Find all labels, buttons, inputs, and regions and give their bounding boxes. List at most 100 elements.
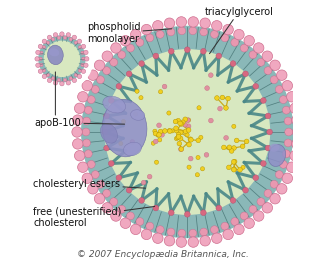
Circle shape — [277, 183, 287, 194]
Circle shape — [139, 96, 143, 100]
Circle shape — [267, 129, 272, 135]
Circle shape — [221, 222, 229, 230]
Circle shape — [287, 162, 297, 172]
Circle shape — [253, 175, 259, 181]
Circle shape — [57, 36, 60, 39]
Circle shape — [260, 161, 266, 166]
Circle shape — [212, 21, 222, 31]
Circle shape — [222, 145, 226, 150]
Circle shape — [216, 53, 222, 59]
Circle shape — [282, 173, 293, 183]
Circle shape — [280, 96, 287, 103]
Circle shape — [156, 133, 160, 137]
Circle shape — [220, 95, 225, 100]
Circle shape — [154, 160, 159, 164]
Circle shape — [74, 41, 78, 44]
Circle shape — [240, 144, 245, 149]
Circle shape — [78, 46, 82, 49]
Circle shape — [234, 138, 239, 143]
Circle shape — [231, 167, 236, 172]
Circle shape — [156, 226, 164, 234]
Circle shape — [238, 167, 242, 172]
Circle shape — [72, 78, 77, 83]
Circle shape — [186, 128, 191, 132]
Circle shape — [224, 106, 228, 110]
Circle shape — [201, 210, 206, 216]
Circle shape — [216, 205, 222, 211]
Circle shape — [74, 103, 85, 114]
Circle shape — [157, 123, 162, 128]
Circle shape — [47, 35, 52, 40]
Circle shape — [185, 211, 190, 217]
Circle shape — [69, 77, 72, 80]
Circle shape — [156, 30, 164, 38]
Circle shape — [118, 205, 126, 213]
Circle shape — [201, 167, 205, 171]
Circle shape — [186, 124, 191, 129]
Circle shape — [224, 135, 228, 140]
Ellipse shape — [131, 110, 145, 120]
Circle shape — [234, 29, 244, 40]
Circle shape — [167, 228, 175, 236]
Circle shape — [130, 140, 135, 144]
Circle shape — [72, 127, 82, 137]
Circle shape — [162, 129, 167, 133]
Circle shape — [241, 165, 245, 169]
Circle shape — [53, 33, 58, 37]
Circle shape — [118, 51, 126, 59]
Circle shape — [134, 112, 138, 116]
Circle shape — [91, 86, 99, 93]
Circle shape — [102, 129, 108, 135]
Ellipse shape — [124, 142, 141, 156]
Circle shape — [176, 237, 187, 247]
Circle shape — [97, 76, 104, 84]
Circle shape — [146, 222, 154, 230]
Circle shape — [200, 228, 208, 236]
Circle shape — [72, 35, 77, 40]
Circle shape — [31, 28, 93, 90]
Circle shape — [111, 211, 121, 221]
Circle shape — [57, 78, 60, 82]
Circle shape — [119, 142, 123, 146]
Circle shape — [126, 187, 132, 193]
Circle shape — [188, 156, 193, 161]
Circle shape — [162, 84, 167, 89]
Ellipse shape — [103, 96, 125, 113]
Circle shape — [81, 51, 84, 55]
Circle shape — [45, 41, 79, 76]
Circle shape — [185, 47, 190, 53]
Circle shape — [270, 60, 280, 70]
Circle shape — [83, 139, 90, 147]
Circle shape — [110, 198, 118, 206]
Circle shape — [265, 113, 271, 119]
Circle shape — [126, 212, 134, 220]
Circle shape — [36, 50, 40, 55]
Circle shape — [104, 113, 110, 119]
Circle shape — [87, 161, 95, 168]
Circle shape — [84, 50, 88, 55]
Circle shape — [176, 118, 181, 123]
Circle shape — [201, 48, 206, 54]
Circle shape — [38, 44, 43, 49]
Circle shape — [82, 81, 93, 91]
Ellipse shape — [268, 145, 286, 167]
Circle shape — [35, 57, 39, 61]
Circle shape — [188, 17, 199, 27]
Circle shape — [178, 121, 182, 126]
Circle shape — [82, 173, 93, 183]
Circle shape — [63, 36, 67, 39]
Circle shape — [135, 89, 139, 93]
Circle shape — [104, 145, 110, 151]
Ellipse shape — [102, 99, 147, 157]
Circle shape — [223, 229, 233, 240]
Circle shape — [287, 92, 297, 102]
Circle shape — [212, 233, 222, 243]
Circle shape — [126, 44, 134, 52]
Circle shape — [109, 98, 114, 103]
Circle shape — [240, 44, 248, 52]
Circle shape — [188, 137, 193, 142]
Circle shape — [284, 117, 292, 125]
Circle shape — [177, 141, 182, 146]
Circle shape — [280, 161, 287, 168]
Circle shape — [178, 136, 183, 141]
